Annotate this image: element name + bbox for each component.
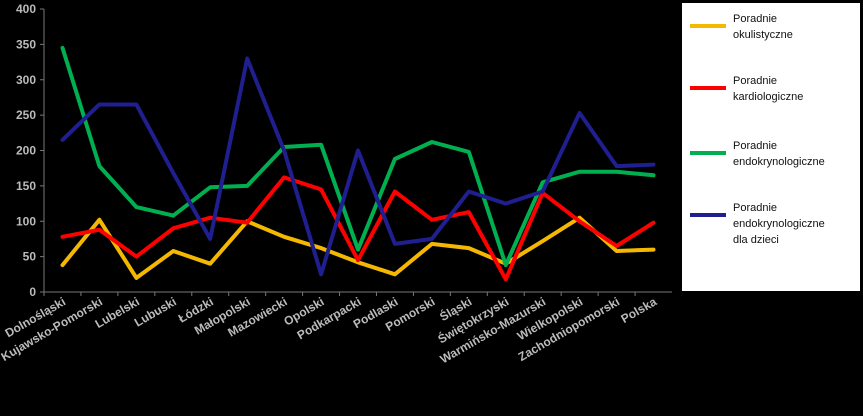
data-point	[504, 263, 508, 267]
data-point	[430, 218, 434, 222]
y-tick-label: 150	[16, 179, 36, 193]
legend-label-1: Poradnie okulistyczne	[733, 13, 793, 41]
data-point	[652, 163, 656, 167]
chart-series	[60, 45, 656, 282]
data-point	[60, 235, 64, 239]
x-tick-label: Lubuski	[132, 294, 179, 329]
data-point	[282, 149, 286, 152]
data-point	[615, 249, 619, 253]
legend-panel	[682, 3, 860, 291]
data-point	[319, 246, 323, 250]
series-line-4	[60, 56, 656, 277]
data-point	[356, 258, 360, 262]
data-point	[430, 237, 434, 241]
data-point	[504, 277, 508, 281]
data-point	[615, 164, 619, 168]
data-point	[393, 272, 397, 276]
data-point	[393, 190, 397, 194]
data-point	[430, 242, 434, 246]
data-point	[652, 221, 656, 225]
data-point	[652, 173, 656, 177]
data-point	[541, 239, 545, 243]
chart-legend: Poradnie okulistyczne Poradnie kardiologicz…	[690, 13, 825, 246]
data-point	[393, 157, 397, 161]
data-point	[208, 262, 212, 266]
y-tick-label: 200	[16, 144, 36, 158]
legend-label-3: Poradnie endokrynologiczne	[733, 140, 825, 168]
data-point	[97, 228, 101, 232]
data-point	[208, 237, 212, 241]
data-point	[208, 216, 212, 220]
data-point	[245, 221, 249, 225]
data-point	[393, 242, 397, 246]
data-point	[60, 46, 64, 50]
data-point	[319, 272, 323, 276]
data-point	[282, 235, 286, 239]
data-point	[97, 103, 101, 107]
legend-label-2: Poradnie kardiologiczne	[733, 75, 803, 103]
y-tick-label: 50	[23, 250, 37, 264]
x-tick-label: Polska	[619, 294, 660, 326]
data-point	[541, 180, 545, 184]
y-tick-label: 100	[16, 214, 36, 228]
y-tick-label: 300	[16, 73, 36, 87]
y-tick-label: 0	[29, 285, 36, 299]
data-point	[208, 185, 212, 189]
data-point	[319, 143, 323, 147]
data-point	[97, 218, 101, 222]
y-tick-label: 400	[16, 2, 36, 16]
data-point	[171, 249, 175, 253]
legend-label-4: Poradnie endokrynologiczne dla dzieci	[733, 202, 825, 246]
data-point	[467, 150, 471, 154]
data-point	[356, 248, 360, 252]
data-point	[171, 226, 175, 230]
data-point	[467, 246, 471, 250]
data-point	[60, 138, 64, 142]
data-point	[430, 140, 434, 144]
data-point	[467, 190, 471, 194]
data-point	[97, 164, 101, 168]
data-point	[356, 149, 360, 152]
data-point	[578, 170, 582, 174]
data-point	[652, 248, 656, 252]
data-point	[134, 103, 138, 107]
data-point	[615, 244, 619, 248]
y-tick-label: 350	[16, 37, 36, 51]
data-point	[134, 276, 138, 280]
data-point	[60, 263, 64, 267]
data-point	[134, 205, 138, 209]
data-point	[578, 111, 582, 115]
data-point	[245, 57, 249, 61]
data-point	[245, 184, 249, 188]
data-point	[171, 171, 175, 175]
y-tick-label: 250	[16, 108, 36, 122]
data-point	[319, 187, 323, 191]
data-point	[504, 202, 508, 206]
data-point	[282, 175, 286, 179]
data-point	[615, 170, 619, 174]
data-point	[467, 210, 471, 214]
data-point	[578, 219, 582, 223]
data-point	[134, 255, 138, 259]
data-point	[171, 214, 175, 218]
data-point	[541, 190, 545, 194]
